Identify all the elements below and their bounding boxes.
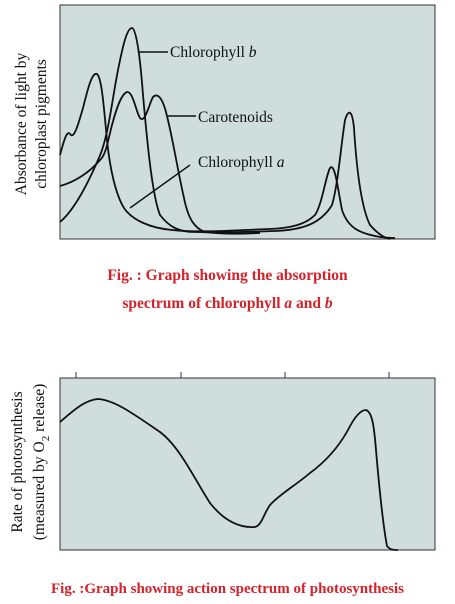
series-label-chlorophyll-b: Chlorophyll b bbox=[170, 44, 257, 61]
chlorophyll-a-label-letter: a bbox=[277, 154, 285, 171]
caption2-part-b: a bbox=[284, 295, 293, 312]
caption2-part-d: b bbox=[324, 295, 333, 312]
absorption-caption-line1: Fig. : Graph showing the absorption bbox=[107, 267, 348, 284]
absorption-ylabel-line2: chloroplast pigments bbox=[33, 59, 50, 189]
caption2-part-c: and bbox=[292, 295, 325, 312]
action-ylabel-line2: (measured by O2 release) bbox=[31, 384, 52, 541]
caption2-part-a: spectrum of chlorophyll bbox=[122, 295, 285, 312]
absorption-annotations: Chlorophyll b Carotenoids Chlorophyll a bbox=[129, 44, 285, 209]
action-caption: Fig. :Graph showing action spectrum of p… bbox=[51, 581, 404, 597]
action-ylabel-post: release) bbox=[31, 384, 48, 436]
chlorophyll-b-label-text: Chlorophyll bbox=[170, 44, 249, 61]
absorption-curves bbox=[59, 27, 396, 240]
action-ylabel-line1: Rate of photosynthesis bbox=[9, 391, 26, 532]
absorption-y-axis-label: Absorbance of light by chloroplast pigme… bbox=[13, 53, 50, 196]
series-line-carotenoids bbox=[59, 91, 261, 235]
chlorophyll-a-label-text: Chlorophyll bbox=[198, 154, 277, 171]
action-spectrum-chart: Rate of photosynthesis (measured by O2 r… bbox=[9, 372, 436, 551]
action-ylabel-sub: 2 bbox=[40, 436, 52, 442]
action-top-ticks bbox=[75, 372, 390, 378]
series-line-chlorophyll-a bbox=[59, 73, 396, 239]
action-ylabel-pre: (measured by O bbox=[31, 441, 48, 540]
leader-chlorophyll-a bbox=[129, 164, 191, 209]
chlorophyll-b-label-letter: b bbox=[249, 44, 257, 61]
series-line-action-spectrum bbox=[59, 398, 399, 551]
absorption-caption-line2: spectrum of chlorophyll a and b bbox=[0, 294, 455, 314]
absorption-plot-area bbox=[59, 4, 436, 240]
action-y-axis-label: Rate of photosynthesis (measured by O2 r… bbox=[9, 384, 52, 541]
series-label-chlorophyll-a: Chlorophyll a bbox=[198, 154, 285, 171]
absorption-chart: Absorbance of light by chloroplast pigme… bbox=[13, 4, 436, 240]
series-line-chlorophyll-b bbox=[59, 27, 391, 240]
series-label-carotenoids: Carotenoids bbox=[198, 109, 273, 126]
absorption-ylabel-line1: Absorbance of light by bbox=[13, 53, 30, 196]
